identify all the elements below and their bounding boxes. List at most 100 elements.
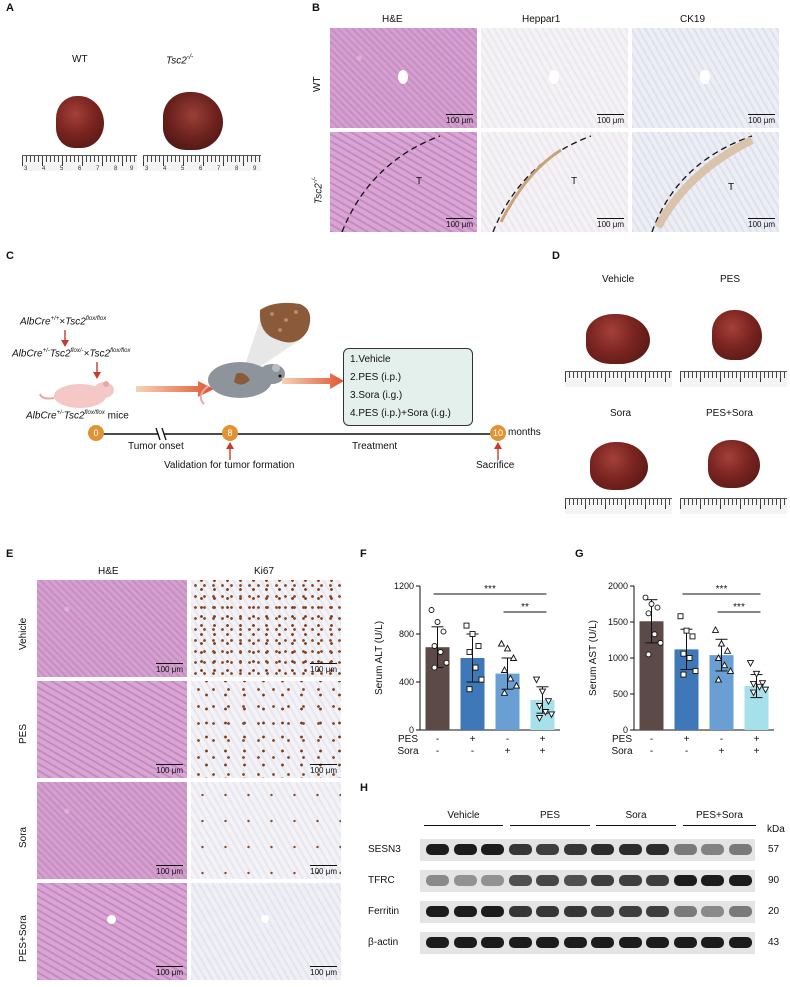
ruler-d-1: [565, 371, 672, 387]
y-tick-label: 1500: [608, 617, 628, 627]
data-point: [680, 671, 687, 678]
data-point: [500, 666, 509, 673]
panel-label-d: D: [552, 250, 560, 262]
data-point: [532, 676, 541, 684]
blot-kda-value: 20: [768, 906, 780, 917]
significance-label: ***: [484, 584, 496, 595]
blot-band: [591, 906, 614, 917]
data-point: [428, 607, 435, 613]
image-he-tsc2: T 100 μm: [330, 132, 477, 232]
factor-sign: -: [685, 746, 688, 757]
data-point: [535, 703, 544, 710]
blot-protein-label: SESN3: [368, 844, 401, 855]
blot-band: [728, 875, 752, 886]
data-point: [466, 686, 473, 693]
blot-group-pes: PES: [539, 810, 560, 821]
blot-band: [646, 875, 669, 886]
y-tick-label: 1200: [394, 581, 414, 591]
image-ki67-vehicle: 100 μm: [191, 580, 341, 677]
data-point: [657, 639, 664, 646]
blot-band: [536, 906, 559, 917]
panel-label-e: E: [6, 548, 14, 560]
factor-sign: -: [720, 734, 723, 745]
row-wt-b: WT: [312, 76, 323, 92]
data-point: [434, 619, 441, 625]
image-ki67-pes: 100 μm: [191, 681, 341, 778]
data-point: [440, 628, 447, 635]
group-label-pes-d: PES: [720, 274, 741, 285]
validation-label: Validation for tumor formation: [164, 460, 295, 471]
data-point: [469, 631, 476, 637]
mice-line: AlbCre+/-Tsc2flox/flox mice: [26, 410, 129, 422]
treatment-1: 1.Vehicle: [350, 354, 391, 365]
blot-group-vehicle: Vehicle: [447, 810, 480, 821]
factor-label-pes: PES: [612, 734, 632, 745]
blot-band: [563, 844, 587, 855]
blot-band: [728, 937, 752, 948]
timepoint-10: 10: [490, 425, 506, 441]
blot-band: [618, 937, 642, 948]
liver-photo-vehicle: [586, 314, 650, 364]
data-point: [547, 711, 556, 719]
ruler-d-2: [680, 371, 787, 387]
image-ki67-sora: 100 μm: [191, 782, 341, 879]
blot-band: [701, 937, 724, 948]
blot-band: [426, 937, 449, 948]
panel-label-b: B: [312, 2, 320, 14]
row-tsc2-b: Tsc2-/-: [312, 176, 325, 204]
group-label-pessora-d: PES+Sora: [706, 408, 753, 419]
data-point: [645, 651, 652, 658]
blot-band: [508, 906, 532, 917]
months-label: months: [508, 427, 541, 438]
data-point: [512, 681, 521, 689]
factor-label-pes: PES: [398, 734, 418, 745]
y-tick-label: 1000: [608, 653, 628, 663]
liver-photo-wt: [56, 96, 104, 148]
blot-group-line: [596, 825, 676, 826]
factor-label-sora: Sora: [397, 746, 419, 757]
data-point: [749, 689, 758, 697]
blot-strip-sesn3: [420, 839, 755, 861]
factor-label-sora: Sora: [611, 746, 633, 757]
y-tick-label: 800: [399, 629, 414, 639]
panel-label-g: G: [575, 548, 584, 560]
label-tsc2-a: Tsc2-/-: [166, 54, 194, 67]
pup-mouse-illustration: [39, 381, 114, 408]
blot-strip-beta-actin: [420, 932, 755, 954]
blot-band: [508, 875, 532, 886]
y-tick-label: 400: [399, 677, 414, 687]
factor-sign: -: [650, 734, 653, 745]
factor-sign: -: [471, 746, 474, 757]
blot-band: [646, 844, 669, 855]
data-point: [535, 715, 544, 722]
data-point: [437, 649, 444, 655]
blot-band: [728, 844, 752, 855]
blot-group-pes-sora: PES+Sora: [696, 810, 743, 821]
data-point: [645, 610, 652, 617]
factor-sign: +: [540, 746, 546, 757]
data-point: [677, 613, 684, 620]
data-point: [503, 644, 512, 652]
image-heppar1-wt: 100 μm: [481, 28, 628, 128]
data-point: [752, 670, 761, 678]
group-label-sora-d: Sora: [610, 408, 632, 419]
data-point: [726, 667, 735, 674]
blot-band: [426, 844, 449, 855]
row-pes-e: PES: [18, 723, 29, 744]
image-he-sora: 100 μm: [37, 782, 187, 879]
data-point: [648, 601, 655, 607]
col-ki67-e: Ki67: [254, 566, 275, 577]
blot-band: [646, 937, 669, 948]
blot-band: [618, 906, 642, 917]
image-heppar1-tsc2: T 100 μm: [481, 132, 628, 232]
data-point: [642, 594, 649, 601]
data-point: [717, 639, 726, 647]
blot-band: [536, 937, 559, 948]
panel-label-f: F: [360, 548, 367, 560]
blot-strip-tfrc: [420, 870, 755, 892]
factor-sign: -: [650, 746, 653, 757]
panel-label-c: C: [6, 250, 14, 262]
row-sora-e: Sora: [18, 826, 29, 848]
